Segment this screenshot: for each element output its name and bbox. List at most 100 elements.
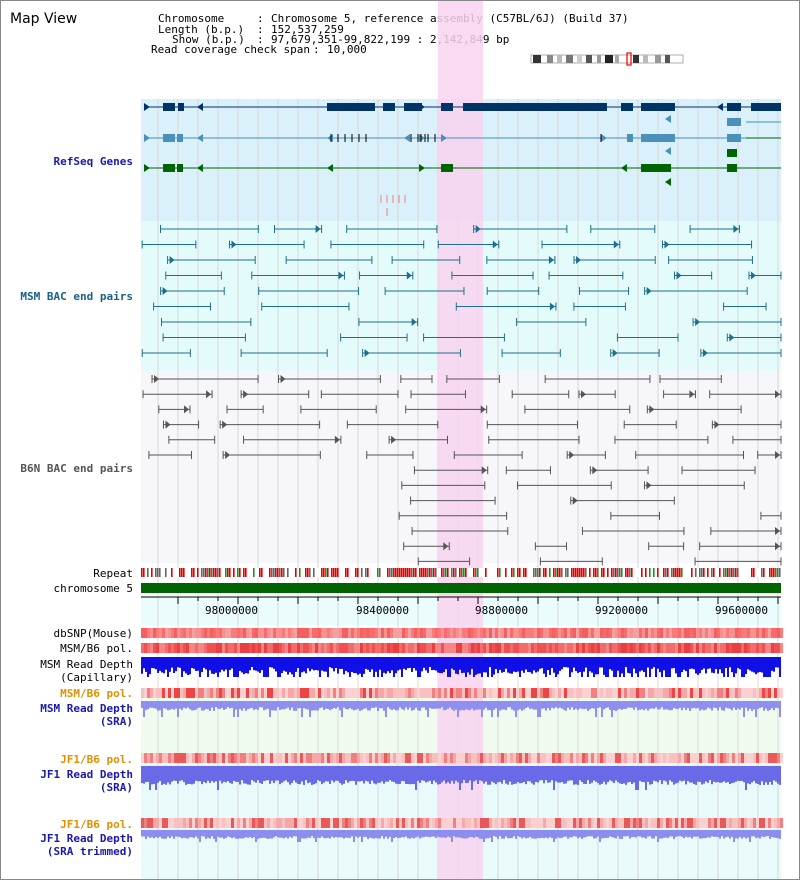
depth-bar — [197, 766, 199, 782]
gene-exon — [627, 134, 633, 142]
repeat-mark — [535, 568, 537, 577]
heat-cell — [345, 753, 348, 763]
depth-bar — [565, 830, 567, 837]
heat-cell — [675, 688, 678, 698]
heat-cell — [267, 818, 270, 828]
heat-cell — [423, 753, 426, 763]
heat-cell — [651, 688, 654, 698]
heat-cell — [246, 753, 249, 763]
heat-cell — [591, 688, 594, 698]
repeat-mark — [691, 568, 693, 577]
depth-bar — [329, 830, 331, 839]
depth-bar — [383, 701, 385, 711]
length-label: Length (b.p.) — [158, 23, 245, 36]
depth-bar — [391, 830, 393, 842]
jf1-b6-pol-label[interactable]: JF1/B6 pol. — [60, 753, 133, 766]
depth-bar — [437, 830, 439, 837]
depth-bar — [199, 657, 201, 677]
repeat-mark — [347, 568, 349, 577]
depth-bar — [599, 701, 601, 708]
depth-bar — [469, 830, 471, 837]
jf1-read-depth-trimmed-label[interactable]: JF1 Read Depth — [40, 832, 133, 845]
heat-cell — [636, 643, 639, 653]
jf1-read-depth-trimmed-sub[interactable]: (SRA trimmed) — [46, 845, 133, 858]
depth-bar — [743, 766, 745, 783]
depth-bar — [243, 830, 245, 839]
depth-bar — [375, 766, 377, 785]
depth-bar — [729, 766, 731, 785]
heat-cell — [630, 688, 633, 698]
depth-bar — [237, 657, 239, 677]
depth-bar — [473, 657, 475, 677]
heat-cell — [210, 818, 213, 828]
jf1-b6-pol-label-2[interactable]: JF1/B6 pol. — [60, 818, 133, 831]
heat-cell — [279, 643, 282, 653]
depth-bar — [487, 830, 489, 839]
depth-bar — [535, 701, 537, 710]
depth-bar — [169, 766, 171, 785]
gene-strand-arrow — [197, 134, 203, 142]
depth-bar — [325, 766, 327, 782]
axis-tick-label: 99200000 — [595, 604, 648, 617]
msm-bac-end-pairs-label[interactable]: MSM BAC end pairs — [20, 290, 133, 303]
repeat-mark — [387, 568, 389, 577]
heat-cell — [474, 688, 477, 698]
heat-cell — [492, 753, 495, 763]
b6n-bac-end-pairs-label[interactable]: B6N BAC end pairs — [20, 462, 133, 475]
repeat-mark — [191, 568, 193, 577]
heat-cell — [735, 753, 738, 763]
heat-cell — [492, 818, 495, 828]
heat-cell — [309, 628, 312, 638]
heat-cell — [738, 628, 741, 638]
depth-bar — [603, 701, 605, 710]
msm-read-depth-sra-label[interactable]: MSM Read Depth — [40, 702, 133, 715]
heat-cell — [147, 628, 150, 638]
depth-bar — [447, 701, 449, 709]
heat-cell — [714, 753, 717, 763]
depth-bar — [409, 766, 411, 785]
bac-end-marker — [406, 271, 412, 280]
depth-bar — [249, 657, 251, 671]
heat-cell — [666, 753, 669, 763]
heat-cell — [744, 688, 747, 698]
heat-cell — [576, 628, 579, 638]
heat-cell — [381, 753, 384, 763]
jf1-read-depth-sra-sub[interactable]: (SRA) — [99, 781, 133, 794]
heat-cell — [501, 753, 504, 763]
heat-cell — [405, 628, 408, 638]
heat-cell — [690, 818, 693, 828]
msm-b6-pol-label-2[interactable]: MSM/B6 pol. — [60, 687, 133, 700]
repeat-mark — [615, 568, 617, 577]
heat-cell — [399, 753, 402, 763]
heat-cell — [258, 628, 261, 638]
msm-read-depth-sra-sub[interactable]: (SRA) — [99, 715, 133, 728]
depth-bar — [161, 830, 163, 839]
depth-bar — [471, 766, 473, 790]
heat-cell — [693, 753, 696, 763]
depth-bar — [757, 657, 759, 673]
depth-bar — [393, 701, 395, 710]
refseq-genes-label[interactable]: RefSeq Genes — [53, 155, 133, 168]
depth-bar — [375, 830, 377, 839]
repeat-mark — [425, 568, 427, 577]
depth-bar — [441, 766, 443, 783]
depth-bar — [407, 701, 409, 710]
depth-bar — [535, 766, 537, 782]
heat-cell — [351, 753, 354, 763]
jf1-read-depth-sra-label[interactable]: JF1 Read Depth — [40, 768, 133, 781]
heat-cell — [600, 628, 603, 638]
depth-bar — [151, 701, 153, 708]
depth-bar — [751, 830, 753, 837]
heat-cell — [393, 643, 396, 653]
heat-cell — [426, 753, 429, 763]
depth-bar — [521, 830, 523, 839]
heat-cell — [357, 628, 360, 638]
depth-bar — [303, 830, 305, 839]
depth-bar — [231, 830, 233, 839]
heat-cell — [180, 643, 183, 653]
heat-cell — [717, 643, 720, 653]
depth-bar — [323, 830, 325, 839]
heat-cell — [705, 628, 708, 638]
heat-cell — [552, 628, 555, 638]
